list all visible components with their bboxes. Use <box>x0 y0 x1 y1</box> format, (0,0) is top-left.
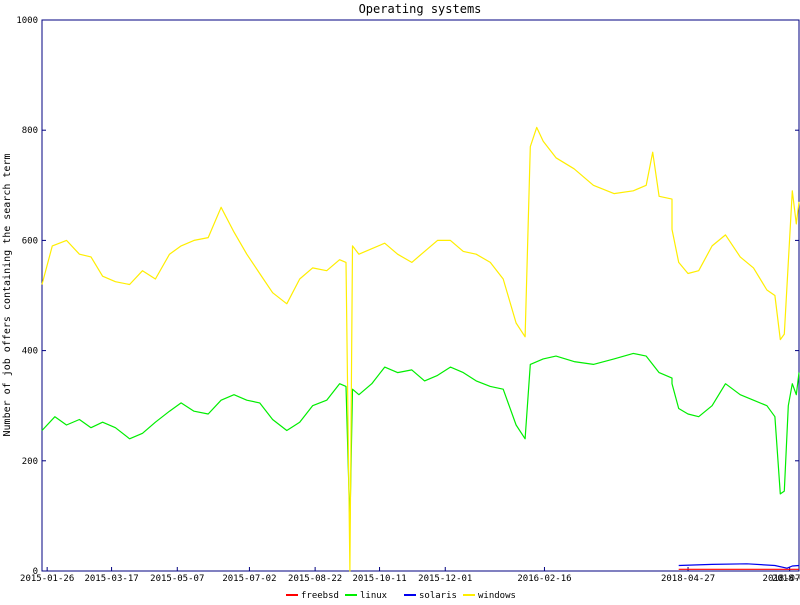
y-tick-label: 400 <box>22 347 38 357</box>
x-tick-label: 2015-05-07 <box>150 574 204 584</box>
series-linux <box>41 352 800 525</box>
series-solaris <box>678 563 800 569</box>
x-tick-label: 2015-08-22 <box>288 574 342 584</box>
x-tick-label: 2015-03-17 <box>84 574 138 584</box>
y-tick-label: 0 <box>33 567 38 577</box>
series-line-solaris <box>678 563 800 569</box>
x-tick-label: 2016-02-16 <box>517 574 571 584</box>
series-line-windows <box>41 126 800 572</box>
chart-title: Operating systems <box>359 2 482 16</box>
legend-label-solaris: solaris <box>419 591 457 600</box>
y-tick-label: 1000 <box>16 16 38 26</box>
series-windows <box>41 126 800 572</box>
legend-label-freebsd: freebsd <box>301 591 339 600</box>
x-tick-label: 2018-07-19 <box>772 574 800 584</box>
x-tick-label: 2018-07-12 <box>763 574 800 584</box>
x-tick-label: 2015-10-11 <box>352 574 406 584</box>
x-tick-label: 2015-12-01 <box>418 574 472 584</box>
x-tick-label: 2015-07-02 <box>222 574 276 584</box>
series-line-linux <box>41 352 800 525</box>
legend: freebsd linux solaris windows <box>286 591 516 601</box>
y-tick-label: 800 <box>22 126 38 136</box>
x-tick-label: 2015-01-26 <box>20 574 74 584</box>
plot-frame <box>41 19 800 572</box>
legend-label-linux: linux <box>360 591 388 600</box>
x-tick-label: 2018-04-27 <box>661 574 715 584</box>
y-axis-label: Number of job offers containing the sear… <box>2 154 13 437</box>
legend-label-windows: windows <box>478 591 516 600</box>
plot-area: 0 200 400 600 800 1000 2015-01-26 2015-03-17 201… <box>16 16 800 584</box>
y-tick-label: 200 <box>22 457 38 467</box>
y-tick-label: 600 <box>22 236 38 246</box>
